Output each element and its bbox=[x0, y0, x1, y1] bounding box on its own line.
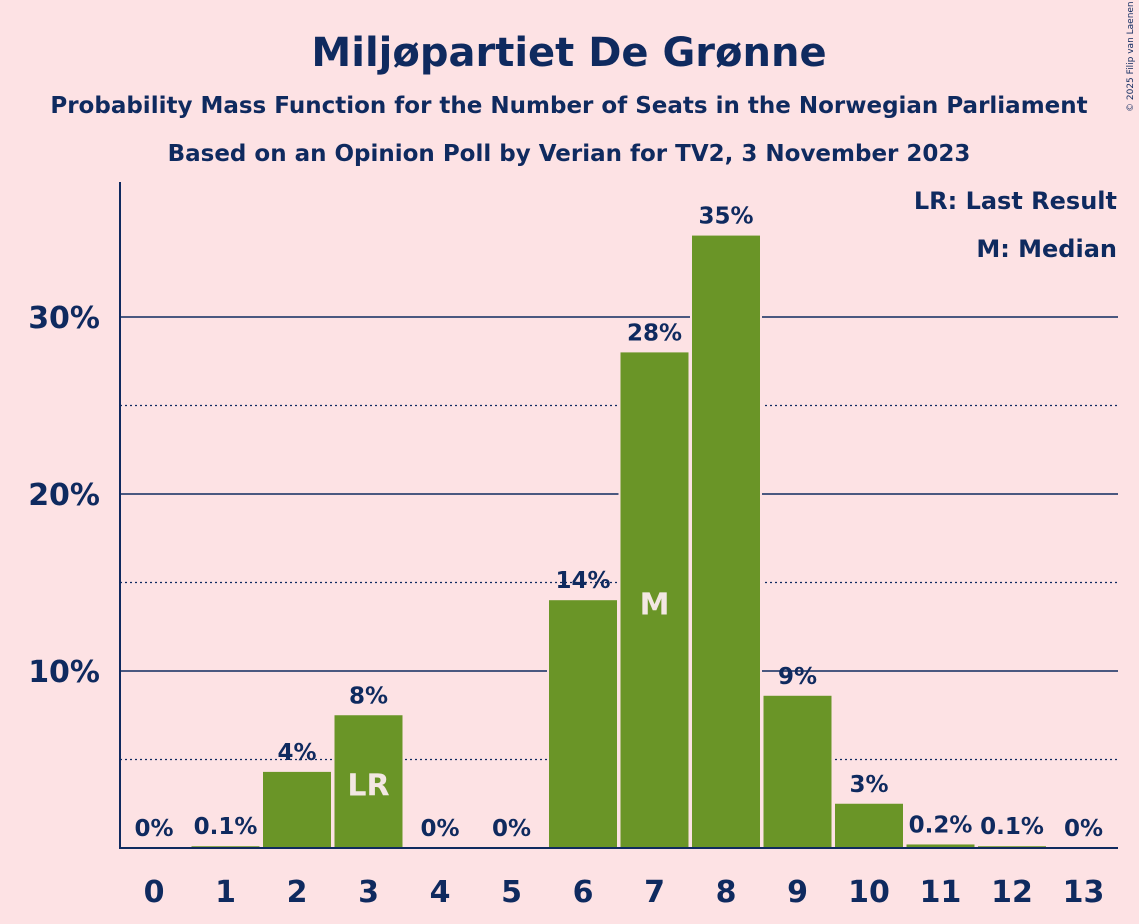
x-tick-label: 11 bbox=[920, 875, 962, 910]
chart-subtitle-source: Based on an Opinion Poll by Verian for T… bbox=[168, 141, 971, 167]
y-tick-labels: 10% 20% 30% bbox=[28, 301, 100, 690]
x-tick-label: 6 bbox=[573, 875, 594, 910]
bar-value-label: 0% bbox=[134, 816, 173, 842]
bar-outline bbox=[189, 844, 262, 848]
bar-value-label: 3% bbox=[849, 772, 888, 798]
x-tick-label: 1 bbox=[215, 875, 236, 910]
bar-value-label: 0.1% bbox=[980, 814, 1044, 840]
bars bbox=[189, 233, 1048, 848]
x-tick-label: 9 bbox=[787, 875, 808, 910]
bar-marker-label: M bbox=[640, 587, 670, 622]
x-tick-label: 4 bbox=[430, 875, 451, 910]
bar bbox=[906, 844, 975, 848]
chart-subtitle: Probability Mass Function for the Number… bbox=[50, 93, 1087, 119]
bar-value-label: 8% bbox=[349, 683, 388, 709]
legend-last-result: LR: Last Result bbox=[914, 187, 1117, 215]
bar-value-label: 0% bbox=[492, 816, 531, 842]
bar-value-label: 28% bbox=[627, 320, 682, 346]
x-tick-label: 12 bbox=[991, 875, 1033, 910]
legend-median: M: Median bbox=[976, 235, 1117, 263]
bar-value-label: 14% bbox=[555, 568, 610, 594]
bar-marker-label: LR bbox=[347, 768, 389, 803]
y-tick-label: 10% bbox=[28, 655, 100, 690]
bar bbox=[620, 352, 689, 848]
x-tick-label: 13 bbox=[1063, 875, 1105, 910]
x-tick-label: 0 bbox=[144, 875, 165, 910]
bar-value-label: 9% bbox=[778, 664, 817, 690]
bar bbox=[763, 695, 832, 848]
bar-value-label: 0% bbox=[420, 816, 459, 842]
bar-value-label: 4% bbox=[277, 740, 316, 766]
y-tick-label: 30% bbox=[28, 301, 100, 336]
copyright-notice: © 2025 Filip van Laenen bbox=[1126, 1, 1136, 112]
bar-value-labels: 0% 0.1% 4% 8% 0% 0% 14% 28% 35% 9% 3% 0.2% 0.1% 0% LR M bbox=[134, 204, 1103, 842]
y-tick-label: 20% bbox=[28, 478, 100, 513]
bar-value-label: 0.1% bbox=[194, 814, 258, 840]
x-tick-label: 3 bbox=[358, 875, 379, 910]
bar-value-label: 0% bbox=[1064, 816, 1103, 842]
bar bbox=[549, 600, 617, 848]
x-tick-labels: 0 1 2 3 4 5 6 7 8 9 10 11 12 13 bbox=[144, 875, 1105, 910]
bar bbox=[835, 803, 903, 848]
x-tick-label: 7 bbox=[644, 875, 665, 910]
bar bbox=[263, 771, 331, 848]
axes bbox=[119, 182, 1118, 849]
bar bbox=[334, 715, 403, 848]
x-tick-label: 2 bbox=[287, 875, 308, 910]
bar-outline bbox=[976, 844, 1048, 848]
chart-title: Miljøpartiet De Grønne bbox=[311, 30, 826, 76]
x-tick-label: 10 bbox=[848, 875, 890, 910]
x-tick-label: 8 bbox=[716, 875, 737, 910]
x-tick-label: 5 bbox=[501, 875, 522, 910]
bar bbox=[692, 235, 760, 848]
bar-value-label: 0.2% bbox=[909, 812, 973, 838]
bar-value-label: 35% bbox=[698, 204, 753, 230]
